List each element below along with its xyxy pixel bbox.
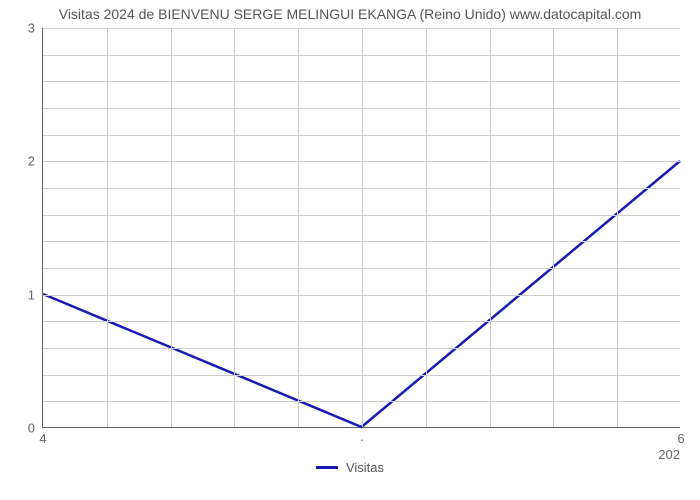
- chart-title: Visitas 2024 de BIENVENU SERGE MELINGUI …: [0, 6, 700, 22]
- y-tick-label: 3: [28, 21, 43, 36]
- grid-line-vertical: [107, 28, 108, 427]
- grid-line-vertical: [426, 28, 427, 427]
- grid-line-vertical: [234, 28, 235, 427]
- grid-line-vertical: [617, 28, 618, 427]
- grid-line-vertical: [298, 28, 299, 427]
- x-center-dot: .: [360, 429, 364, 444]
- y-tick-label: 2: [28, 154, 43, 169]
- grid-line-vertical: [362, 28, 363, 427]
- legend-swatch: [316, 466, 338, 469]
- grid-line-vertical: [490, 28, 491, 427]
- plot-area: 012346202.: [42, 28, 680, 428]
- grid-line-vertical: [553, 28, 554, 427]
- y-tick-label: 1: [28, 287, 43, 302]
- x-tick-label: 4: [39, 427, 46, 446]
- x-tick-label: 6: [677, 427, 684, 446]
- legend-label: Visitas: [346, 460, 384, 475]
- grid-line-vertical: [171, 28, 172, 427]
- legend: Visitas: [0, 460, 700, 475]
